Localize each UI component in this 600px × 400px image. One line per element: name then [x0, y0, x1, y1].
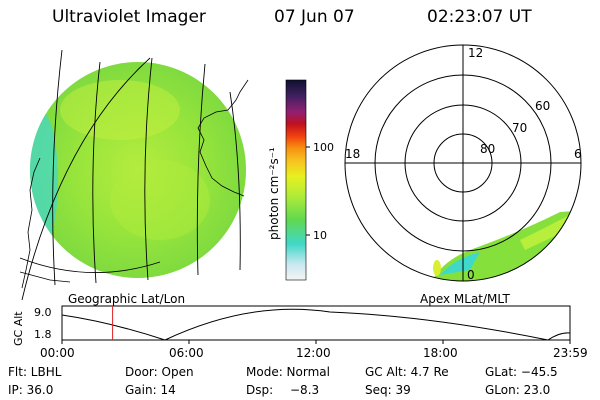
earth-disk — [30, 62, 246, 278]
mlat-label-60: 60 — [535, 99, 550, 113]
glat-info: GLat: −45.5 — [485, 365, 558, 379]
coastline — [19, 79, 249, 289]
ip-info: IP: 36.0 — [8, 383, 54, 397]
dsp-label: Dsp: — [246, 383, 274, 397]
alt-xtick-0000: 00:00 — [40, 346, 75, 360]
alt-xtick-1200: 12:00 — [296, 346, 331, 360]
image-date: 07 Jun 07 — [274, 7, 355, 27]
mlat-label-80: 80 — [480, 142, 495, 156]
mlt-label-6: 6 — [574, 147, 582, 161]
dsp-value: −8.3 — [290, 383, 320, 397]
right-panel-caption: Apex MLat/MLT — [420, 292, 510, 306]
alt-xtick-1800: 18:00 — [423, 346, 458, 360]
gc-alt-info: GC Alt: 4.7 Re — [365, 365, 449, 379]
mlt-label-12: 12 — [468, 46, 483, 60]
image-time: 02:23:07 UT — [427, 7, 532, 27]
alt-xtick-2359: 23:59 — [553, 346, 588, 360]
colorbar-units-label: photon cm⁻²s⁻¹ — [267, 147, 281, 240]
instrument-title: Ultraviolet Imager — [52, 7, 206, 27]
alt-xtick-0600: 06:00 — [169, 346, 204, 360]
lat-lon-grid — [19, 49, 241, 301]
door-info: Door: Open — [125, 365, 194, 379]
glon-info: GLon: 23.0 — [485, 383, 551, 397]
colorbar-tick-10: 10 — [313, 229, 327, 242]
altitude-curve — [61, 308, 571, 341]
gain-info: Gain: 14 — [125, 383, 176, 397]
left-panel-caption: Geographic Lat/Lon — [68, 292, 186, 306]
alt-ytick-1.8: 1.8 — [34, 328, 52, 341]
alt-ytick-9: 9.0 — [34, 306, 52, 319]
mlt-label-18: 18 — [345, 147, 360, 161]
mlat-label-70: 70 — [512, 121, 527, 135]
mode-info: Mode: Normal — [246, 365, 330, 379]
filter-info: Flt: LBHL — [8, 365, 62, 379]
seq-info: Seq: 39 — [365, 383, 411, 397]
mlt-label-0: 0 — [467, 268, 475, 282]
colorbar-tick-100: 100 — [313, 141, 334, 154]
alt-ylabel: GC Alt — [12, 311, 25, 346]
